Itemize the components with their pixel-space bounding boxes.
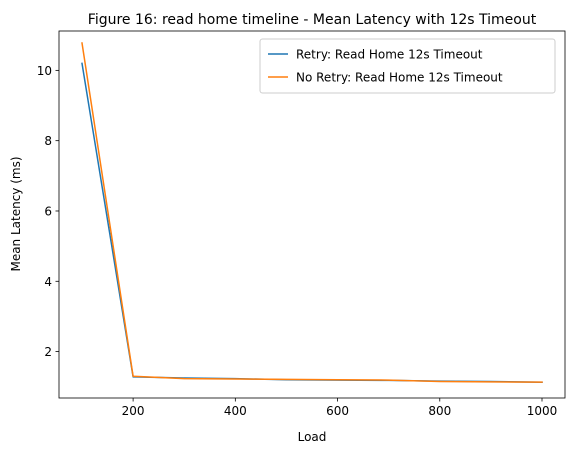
- series-line-1: [81, 42, 543, 383]
- y-tick-label: 2: [44, 345, 52, 359]
- y-tick-label: 10: [37, 64, 52, 78]
- legend: Retry: Read Home 12s Timeout No Retry: Re…: [259, 38, 556, 94]
- x-tick-label: 1000: [527, 404, 558, 418]
- x-axis: 200 400 600 800 1000: [122, 398, 558, 418]
- y-axis: 2 4 6 8 10: [37, 64, 59, 359]
- x-tick-label: 600: [326, 404, 349, 418]
- legend-box: [259, 38, 556, 94]
- x-tick-label: 200: [122, 404, 145, 418]
- x-tick-label: 800: [428, 404, 451, 418]
- plot-frame: [58, 30, 566, 399]
- chart-title: Figure 16: read home timeline - Mean Lat…: [88, 12, 537, 28]
- y-tick-label: 6: [44, 204, 52, 218]
- x-tick-label: 400: [224, 404, 247, 418]
- legend-label-0: Retry: Read Home 12s Timeout: [296, 48, 483, 62]
- series-line-0: [81, 62, 543, 383]
- legend-label-1: No Retry: Read Home 12s Timeout: [296, 71, 503, 85]
- y-tick-label: 8: [44, 134, 52, 148]
- y-tick-label: 4: [44, 275, 52, 289]
- y-axis-label: Mean Latency (ms): [9, 156, 23, 271]
- series-layer: [81, 42, 543, 383]
- x-axis-label: Load: [298, 430, 327, 444]
